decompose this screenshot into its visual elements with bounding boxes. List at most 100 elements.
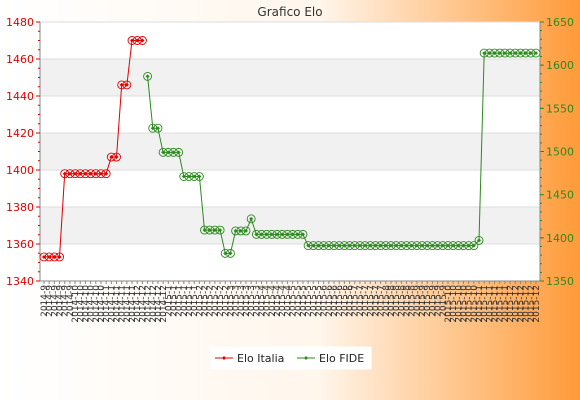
x-tick-label: 2015-9: [418, 285, 428, 317]
x-tick-label: 2015-6: [340, 285, 350, 317]
x-tick-label: 2014-10: [81, 285, 91, 323]
x-tick-label: 2014-11: [107, 285, 117, 323]
right-tick-label: 1400: [546, 232, 574, 245]
data-point[interactable]: [246, 214, 256, 224]
left-tick-label: 1480: [6, 16, 34, 29]
x-tick-label: 2015-1: [185, 285, 195, 317]
left-tick-label: 1420: [6, 127, 34, 140]
x-tick-label: 2014-11: [128, 285, 138, 323]
x-tick-label: 2014-9: [50, 285, 60, 317]
data-point[interactable]: [55, 252, 64, 262]
right-tick-label: 1600: [546, 59, 574, 72]
x-tick-label: 2015-1: [164, 285, 174, 317]
x-tick-label: 2015-12: [527, 285, 537, 323]
left-tick-label: 1360: [6, 238, 34, 251]
x-tick-label: 2015-3: [247, 285, 257, 317]
data-point-marker: [243, 228, 248, 233]
x-tick-label: 2015-3: [242, 285, 252, 317]
x-tick-label: 2015-9: [413, 285, 423, 317]
data-point-marker: [218, 228, 223, 233]
x-tick-label: 2015-11: [501, 285, 511, 323]
x-tick-label: 2014-11: [118, 285, 128, 323]
x-tick-label: 2014-12: [138, 285, 148, 323]
data-point[interactable]: [153, 123, 163, 133]
data-point[interactable]: [241, 226, 251, 236]
legend-item-elo-fide[interactable]: Elo FIDE: [297, 352, 364, 365]
data-point[interactable]: [194, 172, 204, 181]
x-tick-label: 2015-3: [252, 285, 262, 317]
x-tick-label: 2015-11: [475, 285, 485, 323]
legend-label-elo-italia: Elo Italia: [237, 352, 284, 365]
x-tick-label: 2015-12: [516, 285, 526, 323]
left-tick-label: 1340: [6, 275, 34, 288]
x-axis-ticks: 2014-92014-92014-92014-92014-92014-92014…: [40, 281, 542, 323]
legend-item-elo-italia[interactable]: Elo Italia: [215, 352, 284, 365]
x-tick-label: 2015-4: [273, 285, 283, 317]
right-tick-label: 1550: [546, 102, 574, 115]
data-point[interactable]: [531, 48, 541, 58]
x-tick-label: 2014-12: [149, 285, 159, 323]
x-tick-label: 2015-2: [195, 285, 205, 317]
data-point-marker: [145, 74, 150, 79]
x-tick-label: 2015-11: [485, 285, 495, 323]
x-tick-label: 2015-5: [299, 285, 309, 317]
data-point-marker: [140, 38, 145, 43]
data-point-marker: [228, 251, 233, 256]
x-tick-label: 2015-7: [377, 285, 387, 317]
x-tick-label: 2015-6: [320, 285, 330, 317]
legend-marker-elo-fide: [304, 356, 308, 360]
x-tick-label: 2015-8: [403, 285, 413, 317]
x-tick-label: 2015-2: [221, 285, 231, 317]
x-tick-label: 2015-1: [190, 285, 200, 317]
x-tick-label: 2015-10: [454, 285, 464, 323]
data-point[interactable]: [112, 152, 121, 162]
x-tick-label: 2014-9: [61, 285, 71, 317]
data-point[interactable]: [174, 147, 184, 157]
data-point[interactable]: [215, 225, 225, 235]
x-tick-label: 2015-4: [258, 285, 268, 317]
data-point[interactable]: [137, 36, 147, 45]
x-tick-label: 2015-12: [511, 285, 521, 323]
data-point[interactable]: [101, 169, 111, 179]
grid-band: [40, 59, 540, 96]
data-point[interactable]: [143, 71, 153, 81]
x-tick-label: 2015-11: [480, 285, 490, 323]
data-point[interactable]: [225, 248, 235, 258]
x-tick-label: 2015-12: [522, 285, 532, 323]
grid-bands: [40, 59, 540, 244]
data-point-marker: [249, 216, 254, 221]
data-point[interactable]: [298, 229, 308, 239]
grid-band: [40, 207, 540, 244]
x-tick-label: 2015-6: [330, 285, 340, 317]
x-tick-label: 2015-5: [309, 285, 319, 317]
x-tick-label: 2015-9: [423, 285, 433, 317]
left-tick-label: 1380: [6, 201, 34, 214]
x-tick-label: 2014-9: [40, 285, 50, 317]
x-tick-label: 2015-2: [211, 285, 221, 317]
data-point-marker: [534, 51, 538, 56]
x-tick-label: 2015-3: [226, 285, 236, 317]
x-tick-label: 2015-5: [294, 285, 304, 317]
x-tick-label: 2015-6: [325, 285, 335, 317]
x-tick-label: 2015-2: [206, 285, 216, 317]
x-tick-label: 2014-10: [92, 285, 102, 323]
x-tick-label: 2015-4: [263, 285, 273, 317]
x-tick-label: 2015-12: [532, 285, 542, 323]
x-tick-label: 2015-1: [180, 285, 190, 317]
data-point-marker: [57, 254, 62, 259]
data-point[interactable]: [469, 241, 479, 251]
x-tick-label: 2015-10: [444, 285, 454, 323]
left-tick-label: 1460: [6, 53, 34, 66]
x-tick-label: 2014-11: [123, 285, 133, 323]
x-tick-label: 2015-9: [434, 285, 444, 317]
x-tick-label: 2015-10: [449, 285, 459, 323]
series-layer: [39, 36, 541, 262]
data-point[interactable]: [122, 80, 132, 90]
right-tick-label: 1350: [546, 275, 574, 288]
x-tick-label: 2015-7: [366, 285, 376, 317]
x-tick-label: 2015-5: [314, 285, 324, 317]
x-tick-label: 2015-9: [428, 285, 438, 317]
data-point[interactable]: [474, 235, 484, 245]
grid-lines: [40, 21, 540, 282]
x-tick-label: 2015-9: [439, 285, 449, 317]
